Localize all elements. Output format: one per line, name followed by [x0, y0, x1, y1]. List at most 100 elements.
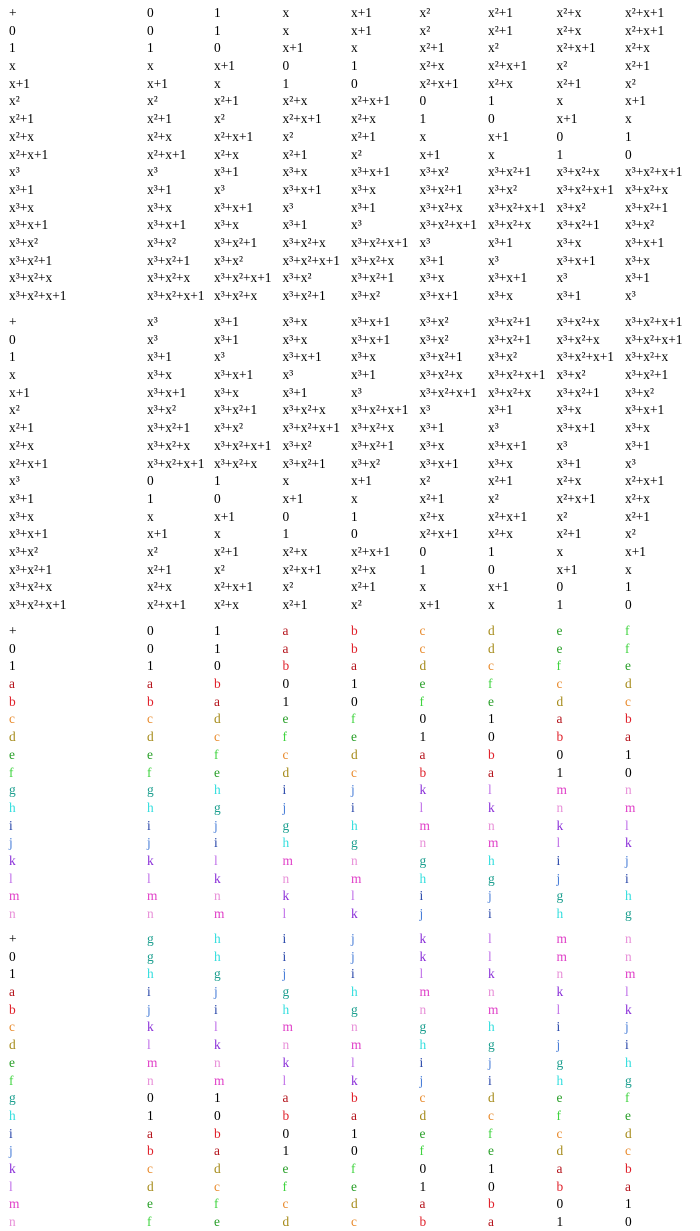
table-cell: m: [282, 1019, 293, 1035]
table-row: a a b 0 1 e f c d: [0, 675, 700, 693]
table-cell: c: [351, 1214, 357, 1229]
table-cell: h: [488, 852, 495, 868]
table-cell: f: [351, 1160, 356, 1176]
row-label-cell: 1: [9, 658, 16, 674]
table-cell: x³+x²: [488, 181, 517, 197]
table-cell: m: [351, 870, 362, 886]
table-cell: 1: [419, 729, 427, 745]
table-cell: m: [214, 1072, 225, 1088]
table-cell: x³+x²: [147, 402, 176, 418]
table-cell: l: [282, 1072, 287, 1088]
table-cell: x²+1: [282, 597, 308, 612]
table-cell: i: [214, 835, 218, 851]
table-cell: a: [556, 1160, 563, 1176]
table-cell: 1: [488, 1160, 495, 1176]
table-cell: 1: [214, 22, 221, 38]
table-cell: d: [351, 746, 358, 762]
table-cell: 1: [556, 764, 564, 780]
table-cell: b: [556, 729, 564, 745]
table-cell: n: [488, 817, 495, 833]
header-cell: x³+x²+x+1: [625, 314, 683, 329]
table-cell: x³: [282, 199, 294, 215]
table-cell: c: [625, 693, 631, 709]
table-cell: x: [351, 490, 358, 506]
header-cell: a: [282, 623, 289, 638]
table-cell: 1: [214, 640, 221, 656]
table-cell: 1: [351, 58, 358, 74]
table-cell: x³+x²+x: [147, 270, 191, 286]
table-cell: x³+x²+x: [556, 164, 600, 180]
table-cell: 1: [147, 658, 154, 674]
table-cell: m: [214, 906, 225, 921]
table-cell: x³+x²: [556, 367, 586, 383]
table-cell: l: [214, 852, 218, 868]
table-cell: x³+x²+x+1: [282, 252, 340, 268]
table-cell: x³+x²+1: [625, 367, 669, 383]
table-cell: 1: [351, 676, 358, 692]
table-cell: 1: [282, 75, 290, 91]
header-cell: x²+x+1: [625, 5, 665, 20]
table-cell: x³+x: [419, 270, 445, 286]
table-cell: 0: [625, 597, 632, 612]
table-cell: n: [282, 1037, 290, 1053]
table-cell: j: [147, 1001, 151, 1017]
table-cell: x²: [488, 490, 499, 506]
table-cell: x³+1: [419, 420, 445, 436]
table-cell: 0: [351, 1143, 358, 1159]
table-cell: 1: [556, 146, 564, 162]
table-cell: x³+1: [556, 288, 582, 303]
row-label-cell: 0: [9, 948, 16, 964]
table-cell: x³+x²+x: [351, 420, 395, 436]
table-cell: h: [419, 1037, 427, 1053]
table-cell: x: [488, 597, 495, 612]
table-cell: 0: [214, 658, 221, 674]
table-cell: e: [488, 1143, 494, 1159]
table-cell: 0: [351, 526, 358, 542]
table-cell: m: [488, 835, 499, 851]
table-cell: h: [214, 948, 221, 964]
table-cell: x³+x+1: [147, 217, 187, 233]
table-cell: j: [351, 782, 355, 798]
header-cell: d: [488, 623, 495, 638]
table-cell: a: [488, 764, 494, 780]
table-cell: x³+x²+1: [282, 455, 326, 471]
table-cell: f: [625, 1090, 630, 1106]
row-label-cell: i: [9, 1125, 13, 1141]
table-row: e e f c d a b 0 1: [0, 746, 700, 764]
table-cell: x³+x²+x: [419, 367, 463, 383]
table-cell: e: [419, 1125, 426, 1141]
row-label-cell: x²+x+1: [9, 146, 49, 162]
row-label-cell: x³+x²: [9, 543, 38, 559]
table-row: 1 1 0 x+1 x x²+1 x² x²+x+1 x²+x: [0, 39, 700, 57]
table-row: x²+x x²+x x²+x+1 x² x²+1 x x+1 0 1: [0, 128, 700, 146]
table-cell: b: [351, 640, 358, 656]
table-cell: n: [488, 984, 495, 1000]
table-cell: x³+1: [488, 402, 513, 418]
header-cell: x³+x: [282, 314, 308, 329]
table-cell: k: [488, 966, 495, 982]
table-cell: 0: [147, 473, 154, 489]
table-cell: x³+x²+1: [147, 252, 191, 268]
table-cell: x³: [214, 181, 225, 197]
table-cell: 1: [282, 693, 290, 709]
table-cell: x³+x: [556, 234, 582, 250]
table-cell: x: [147, 58, 154, 74]
table-cell: x: [625, 111, 632, 127]
row-label-cell: x²+1: [9, 111, 34, 127]
table-cell: i: [147, 984, 151, 1000]
table-cell: n: [351, 852, 358, 868]
table-row: k c d e f 0 1 a b: [0, 1160, 700, 1178]
table-cell: n: [282, 870, 290, 886]
table-cell: m: [351, 1037, 362, 1053]
table-cell: b: [282, 1107, 290, 1123]
table-cell: x: [488, 146, 495, 162]
table-cell: k: [214, 870, 221, 886]
table-cell: x²: [625, 75, 636, 91]
table-header-row: + x³ x³+1 x³+x x³+x+1 x³+x² x³+x²+1 x³+x²+x x³+x…: [0, 313, 700, 331]
table-cell: x+1: [625, 543, 646, 559]
header-cell: +: [9, 5, 17, 20]
table-cell: 1: [625, 128, 632, 144]
table-cell: d: [556, 693, 564, 709]
table-row: x³+x²+1 x²+1 x² x²+x+1 x²+x 1 0 x+1 x: [0, 561, 700, 579]
table-cell: x³+x: [351, 181, 376, 197]
